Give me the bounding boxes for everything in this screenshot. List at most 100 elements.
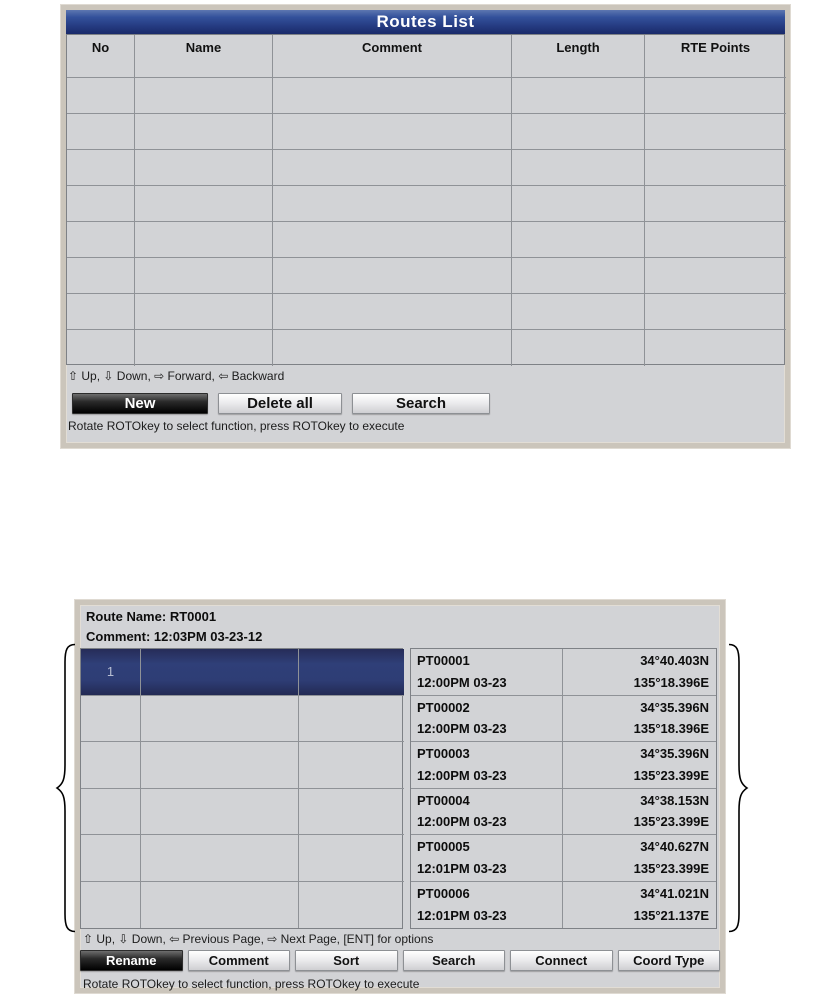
point-name: PT00001: [417, 653, 470, 668]
new-button[interactable]: New: [72, 393, 208, 414]
point-time: 12:00PM 03-23: [417, 767, 507, 783]
routes-table-empty-cell: [67, 114, 135, 150]
right-brace: [728, 643, 749, 933]
point-coord-cell[interactable]: 34°35.396N 135°18.396E: [563, 696, 716, 742]
point-longitude: 135°23.399E: [633, 860, 709, 876]
column-header-name: Name: [135, 35, 273, 78]
point-coord-cell[interactable]: 34°38.153N 135°23.399E: [563, 789, 716, 835]
route-row-cell[interactable]: [299, 835, 404, 882]
route-row-cell[interactable]: [141, 835, 299, 882]
column-header-comment: Comment: [273, 35, 512, 78]
page-title: Routes List: [376, 12, 475, 31]
routes-table-empty-cell: [273, 222, 512, 258]
status-line: Rotate ROTOkey to select function, press…: [83, 977, 420, 991]
point-latitude: 34°35.396N: [640, 699, 709, 715]
routes-table-empty-cell: [645, 78, 786, 114]
point-name-cell[interactable]: PT00003 12:00PM 03-23: [411, 742, 563, 789]
route-row-cell[interactable]: [299, 882, 404, 929]
route-name-value: RT0001: [169, 609, 217, 624]
search-button[interactable]: Search: [352, 393, 490, 414]
routes-table-empty-cell: [67, 258, 135, 294]
point-name-cell[interactable]: PT00002 12:00PM 03-23: [411, 695, 563, 742]
point-coord-cell[interactable]: 34°41.021N 135°21.137E: [563, 882, 716, 929]
routes-table-empty-cell: [67, 222, 135, 258]
column-header-rte-points: RTE Points: [645, 35, 786, 78]
routes-table-empty-cell: [512, 258, 645, 294]
left-brace: [55, 643, 76, 933]
route-row-cell[interactable]: [81, 881, 141, 928]
routes-table-empty-cell: [645, 330, 786, 366]
routes-table-empty-cell: [67, 294, 135, 330]
routes-table-empty-cell: [273, 78, 512, 114]
routes-table-empty-cell: [512, 186, 645, 222]
column-header-no: No: [67, 35, 135, 78]
routes-table-empty-cell: [512, 294, 645, 330]
status-line: Rotate ROTOkey to select function, press…: [68, 419, 405, 433]
route-name-line: Route Name: RT0001: [86, 609, 216, 624]
point-longitude: 135°23.399E: [633, 814, 709, 829]
selected-route-row-cell[interactable]: [141, 649, 299, 696]
routes-table-empty-cell: [512, 330, 645, 366]
route-comment-label: Comment:: [86, 629, 151, 644]
delete-all-button[interactable]: Delete all: [218, 393, 342, 414]
route-row-cell[interactable]: [299, 696, 404, 742]
routes-table-empty-cell: [135, 294, 273, 330]
route-row-cell[interactable]: [141, 695, 299, 742]
search-button[interactable]: Search: [402, 950, 505, 971]
routes-table-empty-cell: [273, 150, 512, 186]
routes-table-empty-cell: [67, 150, 135, 186]
point-longitude: 135°18.396E: [633, 674, 709, 690]
point-coord-cell[interactable]: 34°35.396N 135°23.399E: [563, 742, 716, 789]
route-row-cell[interactable]: [81, 788, 141, 835]
route-row-cell[interactable]: [81, 695, 141, 742]
routes-table: No Name Comment Length RTE Points: [66, 34, 786, 366]
routes-table-empty-cell: [135, 150, 273, 186]
routes-table-empty-cell: [135, 114, 273, 150]
routes-table-empty-cell: [135, 330, 273, 366]
rename-button[interactable]: Rename: [80, 950, 183, 971]
routes-table-empty-cell: [135, 78, 273, 114]
connect-button[interactable]: Connect: [510, 950, 613, 971]
routes-table-empty-cell: [645, 222, 786, 258]
routes-table-empty-cell: [273, 186, 512, 222]
routes-table-empty-cell: [273, 114, 512, 150]
routes-list-title-bar: Routes List: [66, 10, 785, 34]
routes-table-empty-cell: [273, 330, 512, 366]
route-row-cell[interactable]: [81, 742, 141, 789]
routes-table-empty-cell: [67, 330, 135, 366]
point-name: PT00004: [417, 792, 470, 808]
routes-table-empty-cell: [273, 294, 512, 330]
point-longitude: 135°21.137E: [633, 908, 709, 923]
point-longitude: 135°23.399E: [633, 767, 709, 783]
point-latitude: 34°41.021N: [640, 885, 709, 901]
route-rows-table: 1: [80, 648, 404, 929]
point-name-cell[interactable]: PT00006 12:01PM 03-23: [411, 881, 563, 928]
route-row-cell[interactable]: [81, 835, 141, 882]
route-row-cell[interactable]: [141, 788, 299, 835]
point-name: PT00005: [417, 839, 470, 854]
routes-table-empty-cell: [645, 294, 786, 330]
point-name-cell[interactable]: PT00005 12:01PM 03-23: [411, 835, 563, 882]
selected-route-number[interactable]: 1: [81, 649, 141, 696]
point-name-cell[interactable]: PT00004 12:00PM 03-23: [411, 788, 563, 835]
routes-table-empty-cell: [512, 114, 645, 150]
routes-table-empty-cell: [67, 186, 135, 222]
route-row-cell[interactable]: [141, 742, 299, 789]
routes-table-empty-cell: [512, 222, 645, 258]
point-name-cell[interactable]: PT00001 12:00PM 03-23: [411, 649, 563, 696]
route-row-cell[interactable]: [141, 881, 299, 928]
point-coord-cell[interactable]: 34°40.627N 135°23.399E: [563, 835, 716, 882]
routes-table-empty-cell: [645, 114, 786, 150]
routes-table-empty-cell: [135, 258, 273, 294]
point-longitude: 135°18.396E: [633, 721, 709, 736]
route-row-cell[interactable]: [299, 742, 404, 789]
point-coord-cell[interactable]: 34°40.403N 135°18.396E: [563, 649, 716, 696]
selected-route-row-cell[interactable]: [299, 649, 404, 696]
route-row-cell[interactable]: [299, 789, 404, 835]
sort-button[interactable]: Sort: [295, 950, 398, 971]
coord-type-button[interactable]: Coord Type: [617, 950, 720, 971]
column-header-length: Length: [512, 35, 645, 78]
comment-button[interactable]: Comment: [187, 950, 290, 971]
routes-table-empty-cell: [135, 186, 273, 222]
